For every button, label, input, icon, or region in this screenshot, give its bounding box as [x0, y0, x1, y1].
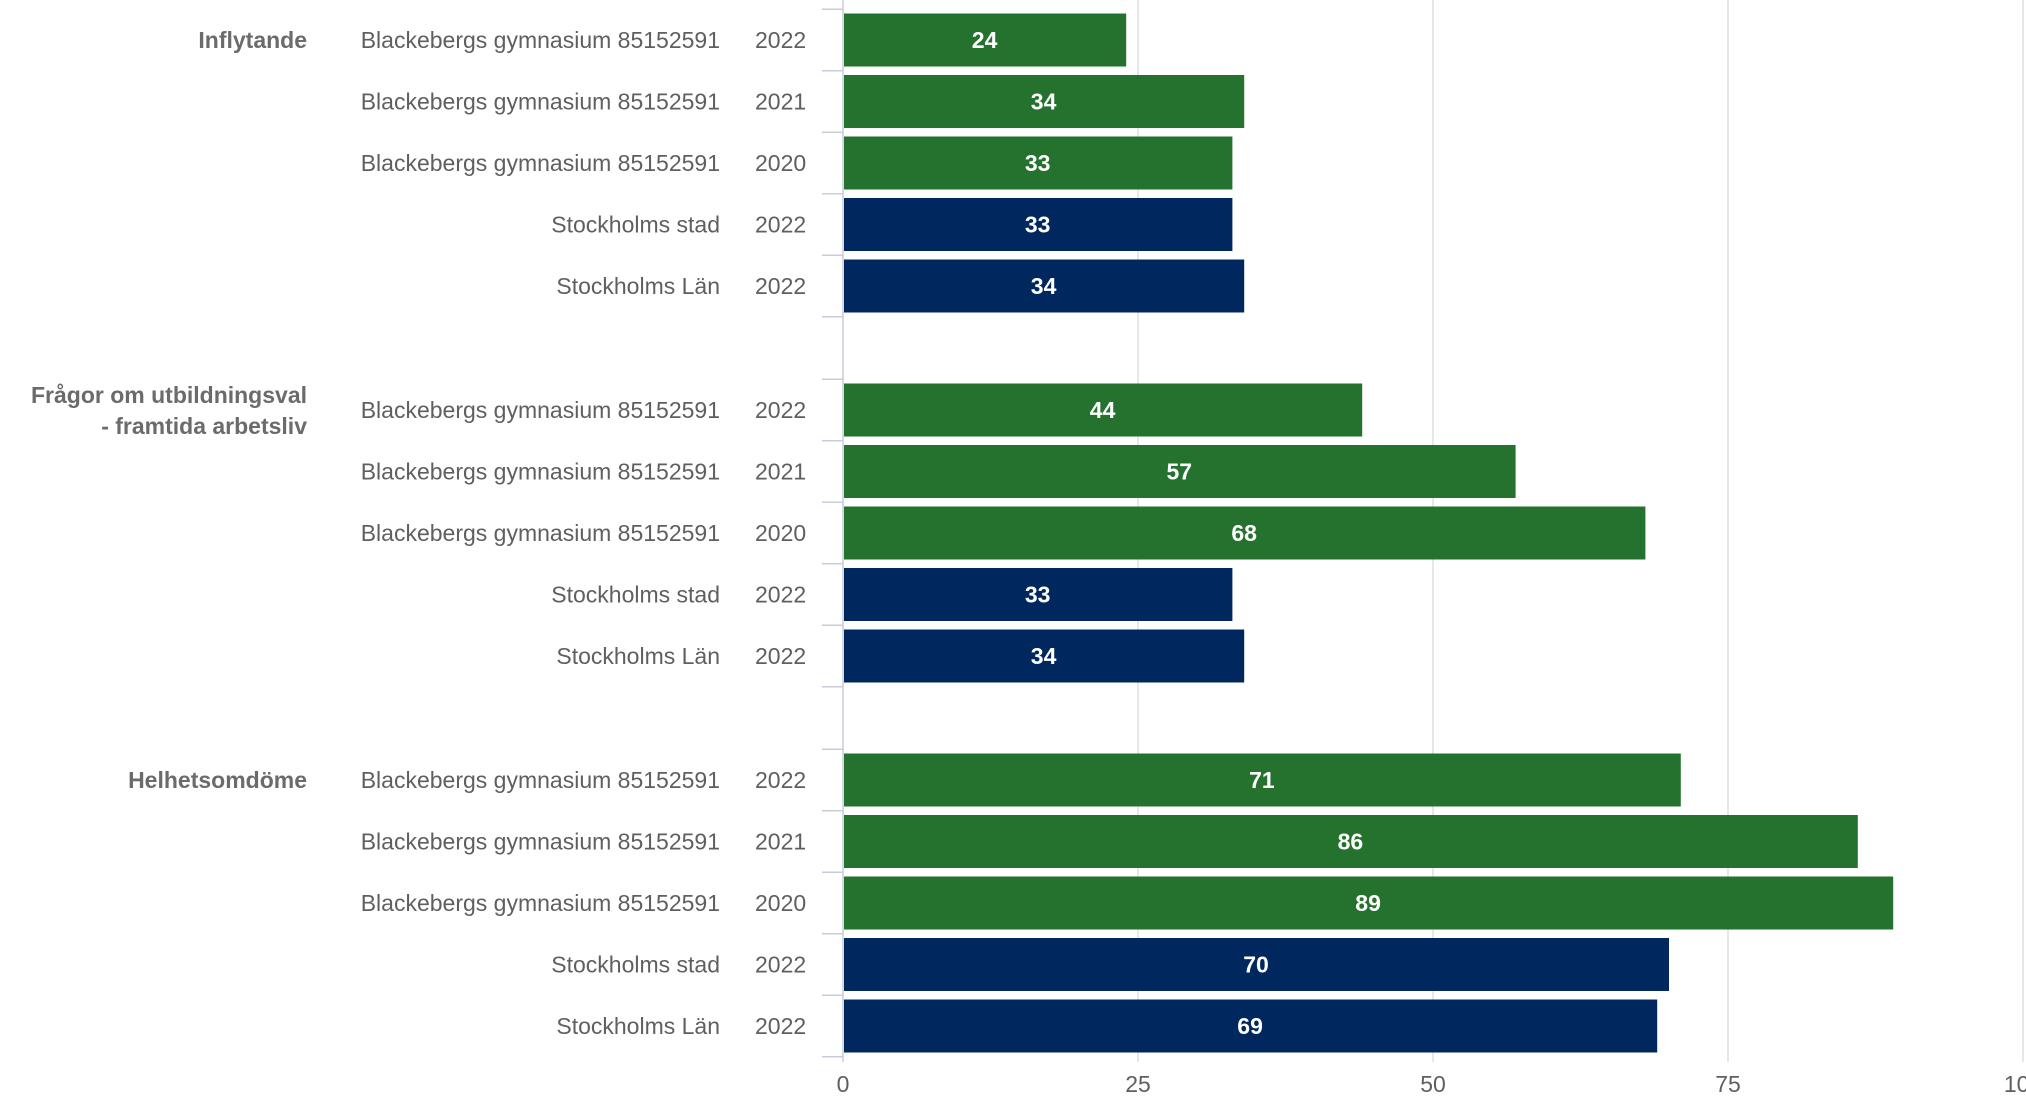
- row-year-label: 2022: [755, 397, 806, 423]
- group-label: Helhetsomdöme: [128, 767, 307, 793]
- row-entity-label: Stockholms stad: [551, 582, 720, 608]
- bar: [844, 815, 1858, 868]
- row-year-label: 2020: [755, 890, 806, 916]
- bar-value-label: 33: [1025, 212, 1051, 238]
- row-year-label: 2021: [755, 89, 806, 115]
- row-entity-label: Stockholms stad: [551, 212, 720, 238]
- bar: [844, 383, 1363, 437]
- row-entity-label: Blackebergs gymnasium 85152591: [361, 459, 720, 485]
- bar: [844, 629, 1245, 683]
- bar: [844, 876, 1894, 930]
- row-year-label: 2022: [755, 582, 806, 608]
- bar: [844, 445, 1516, 498]
- row-year-label: 2022: [755, 767, 806, 793]
- bar: [844, 753, 1681, 807]
- bar-value-label: 89: [1355, 890, 1381, 916]
- bar-value-label: 44: [1090, 397, 1116, 423]
- row-year-label: 2022: [755, 952, 806, 978]
- bar: [844, 999, 1658, 1053]
- bar-value-label: 34: [1031, 89, 1057, 115]
- row-entity-label: Blackebergs gymnasium 85152591: [361, 89, 720, 115]
- group-label: Frågor om utbildningsval - framtida arbet…: [31, 382, 307, 439]
- row-year-label: 2022: [755, 212, 806, 238]
- row-year-label: 2022: [755, 273, 806, 299]
- row-entity-label: Stockholms Län: [556, 273, 720, 299]
- bar: [844, 568, 1233, 621]
- row-labels: Blackebergs gymnasium 85152591 2022 Blacke…: [361, 27, 806, 1039]
- bar: [844, 506, 1646, 560]
- bar-value-label: 86: [1338, 829, 1364, 855]
- y-axis-ticks: [822, 8, 843, 1058]
- row-entity-label: Blackebergs gymnasium 85152591: [361, 150, 720, 176]
- bar: [844, 259, 1245, 313]
- row-entity-label: Blackebergs gymnasium 85152591: [361, 829, 720, 855]
- bar: [844, 13, 1127, 67]
- row-entity-label: Stockholms Län: [556, 1013, 720, 1039]
- x-axis-tick-labels: 0 25 50 75 100: [837, 1071, 2026, 1096]
- bar: [844, 75, 1245, 128]
- row-year-label: 2021: [755, 459, 806, 485]
- bar-value-label: 68: [1231, 520, 1257, 546]
- bar-value-label: 70: [1243, 952, 1269, 978]
- row-entity-label: Blackebergs gymnasium 85152591: [361, 767, 720, 793]
- row-entity-label: Blackebergs gymnasium 85152591: [361, 397, 720, 423]
- bar-value-label: 24: [972, 27, 998, 53]
- x-tick-label-25: 25: [1125, 1071, 1151, 1096]
- bars: 24 34 33 33 34 44 57 68 33 34 71 86 89 70 69: [844, 13, 1894, 1053]
- bar: [844, 938, 1669, 991]
- bar-value-label: 69: [1237, 1013, 1263, 1039]
- group-labels: Inflytande Frågor om utbildningsval - fram…: [31, 27, 307, 793]
- row-entity-label: Stockholms Län: [556, 643, 720, 669]
- x-tick-label-100: 100: [2004, 1071, 2026, 1096]
- x-tick-label-0: 0: [837, 1071, 850, 1096]
- row-year-label: 2022: [755, 27, 806, 53]
- row-year-label: 2022: [755, 1013, 806, 1039]
- row-year-label: 2021: [755, 829, 806, 855]
- x-tick-label-75: 75: [1715, 1071, 1741, 1096]
- row-entity-label: Stockholms stad: [551, 952, 720, 978]
- x-tick-label-50: 50: [1420, 1071, 1446, 1096]
- bar: [844, 198, 1233, 251]
- row-year-label: 2020: [755, 520, 806, 546]
- bar-value-label: 34: [1031, 643, 1057, 669]
- row-year-label: 2020: [755, 150, 806, 176]
- row-year-label: 2022: [755, 643, 806, 669]
- bar-value-label: 34: [1031, 273, 1057, 299]
- bar-value-label: 33: [1025, 582, 1051, 608]
- group-label: Inflytande: [198, 27, 307, 53]
- bar-value-label: 33: [1025, 150, 1051, 176]
- bar-value-label: 57: [1167, 459, 1193, 485]
- row-entity-label: Blackebergs gymnasium 85152591: [361, 520, 720, 546]
- bar-value-label: 71: [1249, 767, 1275, 793]
- row-entity-label: Blackebergs gymnasium 85152591: [361, 27, 720, 53]
- row-entity-label: Blackebergs gymnasium 85152591: [361, 890, 720, 916]
- bar: [844, 136, 1233, 190]
